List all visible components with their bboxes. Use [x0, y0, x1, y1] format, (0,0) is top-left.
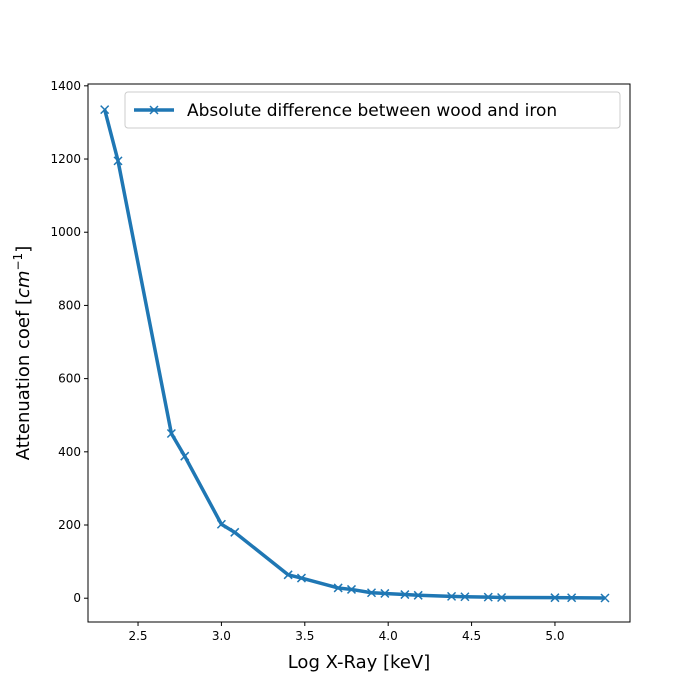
- data-point: [400, 590, 410, 600]
- plot-frame: [87, 83, 631, 623]
- data-point: [296, 573, 306, 583]
- data-point: [216, 519, 226, 529]
- y-tick-label: 400: [58, 445, 81, 459]
- data-point: [550, 593, 560, 603]
- data-point: [460, 592, 470, 602]
- x-tick-label: 4.5: [462, 629, 481, 643]
- y-tick-label: 1200: [50, 152, 81, 166]
- data-point: [366, 588, 377, 598]
- x-axis-label: Log X-Ray [keV]: [288, 652, 431, 673]
- data-point: [113, 156, 123, 166]
- data-point: [180, 451, 190, 461]
- series-layer: [100, 105, 610, 603]
- y-tick-label: 0: [73, 591, 81, 605]
- y-axis-label: Attenuation coef [cm−1]: [11, 246, 34, 460]
- x-tick-label: 4.0: [379, 629, 398, 643]
- axes-layer: 2.5 3.0 3.5 4.0 4.5 5.0 0 200 400 600 800 1000 1200 1…: [50, 79, 564, 643]
- y-tick-label: 200: [58, 518, 81, 532]
- data-point: [497, 592, 507, 603]
- data-point: [413, 590, 423, 600]
- y-tick-label: 600: [58, 372, 81, 386]
- data-point: [333, 583, 343, 593]
- data-point: [100, 105, 110, 115]
- y-tick-label: 800: [58, 298, 81, 312]
- y-tick-label: 1400: [50, 79, 81, 93]
- x-tick-label: 3.5: [295, 629, 314, 643]
- data-point: [567, 593, 577, 603]
- y-tick-label: 1000: [50, 225, 81, 239]
- data-point: [380, 588, 390, 598]
- x-tick-label: 2.5: [128, 629, 147, 643]
- data-point: [600, 593, 610, 603]
- data-point: [447, 591, 457, 601]
- x-tick-label: 5.0: [545, 629, 564, 643]
- data-point: [346, 584, 357, 594]
- legend-box: [124, 91, 621, 129]
- data-point: [483, 592, 493, 602]
- data-point: [230, 527, 240, 537]
- x-tick-label: 3.0: [212, 629, 231, 643]
- data-point: [166, 428, 176, 439]
- legend-label: Absolute difference between wood and iro…: [187, 101, 557, 121]
- legend-marker: [149, 105, 159, 115]
- plot-area: [88, 84, 630, 622]
- data-point: [283, 570, 293, 580]
- legend: Absolute difference between wood and iro…: [124, 91, 621, 129]
